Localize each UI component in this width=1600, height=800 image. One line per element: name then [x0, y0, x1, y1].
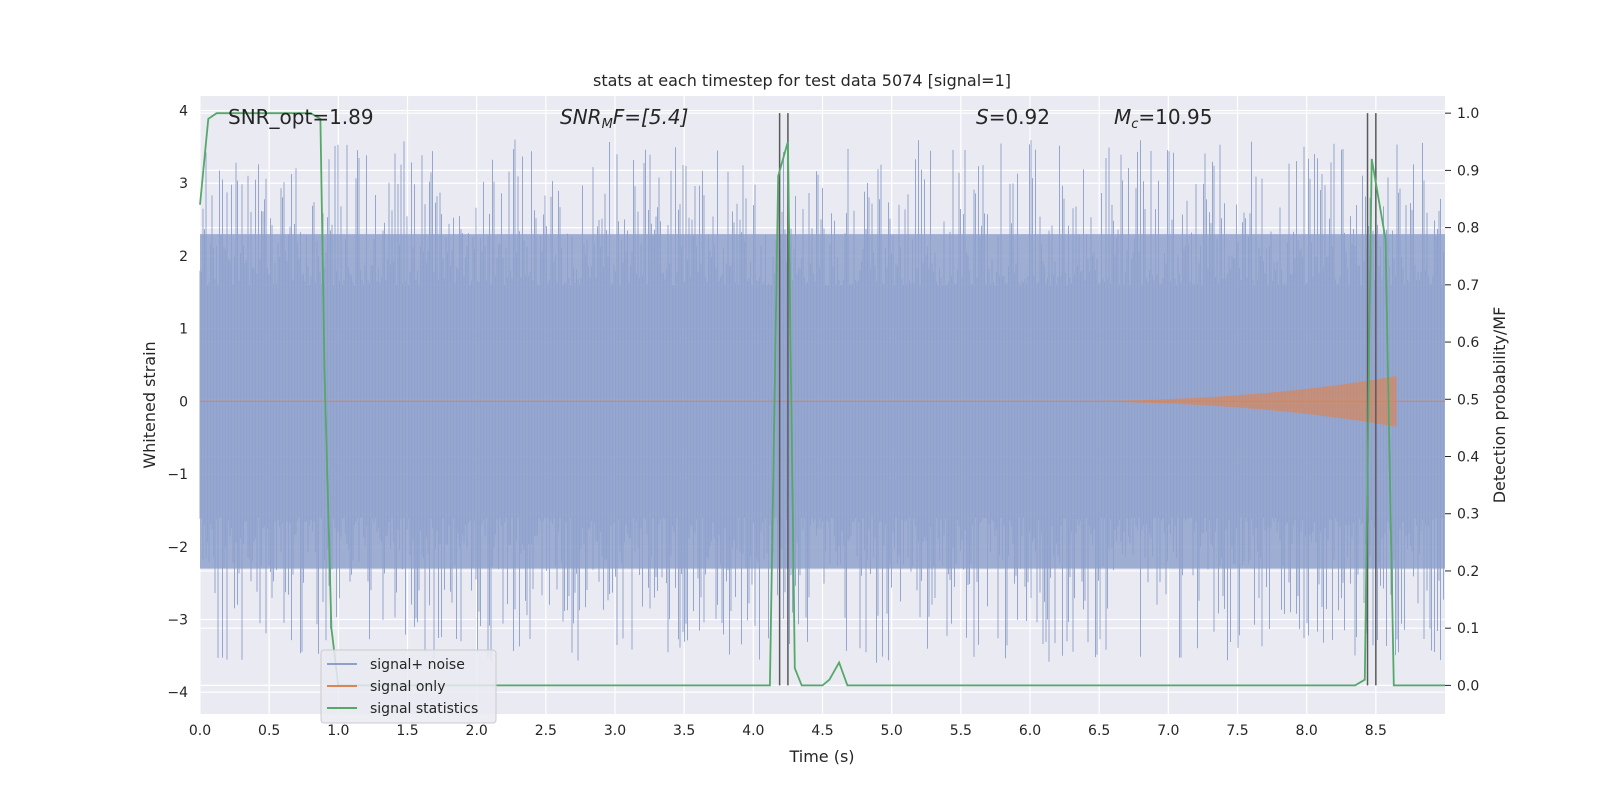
- y-left-tick-label: −4: [167, 685, 188, 701]
- x-tick-label: 6.0: [1019, 723, 1041, 739]
- annotation-snr-opt: SNR_opt=1.89: [228, 105, 374, 129]
- x-tick-label: 1.5: [396, 723, 418, 739]
- annotation-s: S=0.92: [976, 105, 1050, 129]
- legend: signal+ noise signal only signal statist…: [320, 649, 497, 724]
- y-left-tick-label: −3: [167, 612, 188, 628]
- x-tick-label: 0.0: [189, 723, 211, 739]
- y-right-tick-label: 0.1: [1457, 621, 1479, 637]
- y-left-tick-label: 3: [179, 176, 188, 192]
- chart-title: stats at each timestep for test data 507…: [593, 71, 1011, 90]
- annotation-snr-mf-symbol: SNR: [560, 105, 602, 129]
- annotation-mc: Mc=10.95: [1114, 105, 1212, 132]
- annotation-snr-mf: SNRMF=[5.4]: [560, 105, 688, 132]
- signal-chirp: [1030, 375, 1397, 427]
- annotation-snr-mf-subscript: M: [602, 117, 613, 132]
- y-right-tick-label: 0.4: [1457, 450, 1479, 466]
- y-left-tick-label: −1: [167, 467, 188, 483]
- y-right-tick-label: 0.2: [1457, 564, 1479, 580]
- x-tick-label: 8.5: [1365, 723, 1387, 739]
- y-left-tick-label: 2: [179, 249, 188, 265]
- y-right-tick-label: 0.3: [1457, 507, 1479, 523]
- annotation-mc-symbol: M: [1114, 105, 1131, 129]
- x-tick-label: 6.5: [1088, 723, 1110, 739]
- x-tick-label: 5.0: [881, 723, 903, 739]
- signal-statistics-line: [199, 112, 1445, 687]
- x-tick-label: 1.0: [327, 723, 349, 739]
- y-left-tick-label: 4: [179, 104, 188, 120]
- y-left-axis-ticks: 4 3 2 1 0 −1 −2 −3 −4: [167, 104, 188, 702]
- y-right-tick-label: 0.5: [1457, 392, 1479, 408]
- x-tick-label: 4.5: [811, 723, 833, 739]
- y-right-tick-label: 0.0: [1457, 678, 1479, 694]
- x-tick-label: 3.0: [604, 723, 626, 739]
- signal-statistics-series: [199, 112, 1445, 687]
- annotation-s-value: =0.92: [989, 105, 1050, 129]
- y-left-axis-label: Whitened strain: [140, 341, 159, 468]
- y-right-axis-label: Detection probability/MF: [1490, 307, 1509, 504]
- x-tick-label: 2.0: [466, 723, 488, 739]
- x-tick-label: 4.0: [742, 723, 764, 739]
- x-tick-label: 0.5: [258, 723, 280, 739]
- x-tick-label: 5.5: [950, 723, 972, 739]
- y-right-tick-label: 0.6: [1457, 335, 1479, 351]
- annotation-s-symbol: S: [976, 105, 989, 129]
- y-left-tick-label: 0: [179, 394, 188, 410]
- legend-box: [320, 649, 497, 724]
- legend-label-stats: signal statistics: [370, 701, 478, 717]
- y-right-axis-ticks: 1.0 0.9 0.8 0.7 0.6 0.5 0.4 0.3 0.2 0.1 0.0: [1445, 106, 1479, 694]
- x-tick-label: 8.0: [1296, 723, 1318, 739]
- legend-label-signal: signal only: [370, 679, 445, 695]
- y-right-tick-label: 0.9: [1457, 163, 1479, 179]
- y-right-tick-label: 0.7: [1457, 278, 1479, 294]
- x-axis-ticks: 0.0 0.5 1.0 1.5 2.0 2.5 3.0 3.5 4.0 4.5 5.0 5.5 6.0 6…: [189, 723, 1387, 739]
- y-left-tick-label: −2: [167, 540, 188, 556]
- y-right-tick-label: 1.0: [1457, 106, 1479, 122]
- signal-only-series: [200, 375, 1445, 427]
- legend-label-noise: signal+ noise: [370, 657, 465, 673]
- x-tick-label: 7.5: [1226, 723, 1248, 739]
- x-tick-label: 3.5: [673, 723, 695, 739]
- annotation-snr-mf-value: F=[5.4]: [613, 105, 689, 129]
- y-left-tick-label: 1: [179, 322, 188, 338]
- annotation-mc-subscript: c: [1131, 117, 1138, 132]
- x-tick-label: 2.5: [535, 723, 557, 739]
- x-axis-label: Time (s): [788, 747, 854, 766]
- y-right-tick-label: 0.8: [1457, 221, 1479, 237]
- x-tick-label: 7.0: [1157, 723, 1179, 739]
- annotation-mc-value: =10.95: [1138, 105, 1212, 129]
